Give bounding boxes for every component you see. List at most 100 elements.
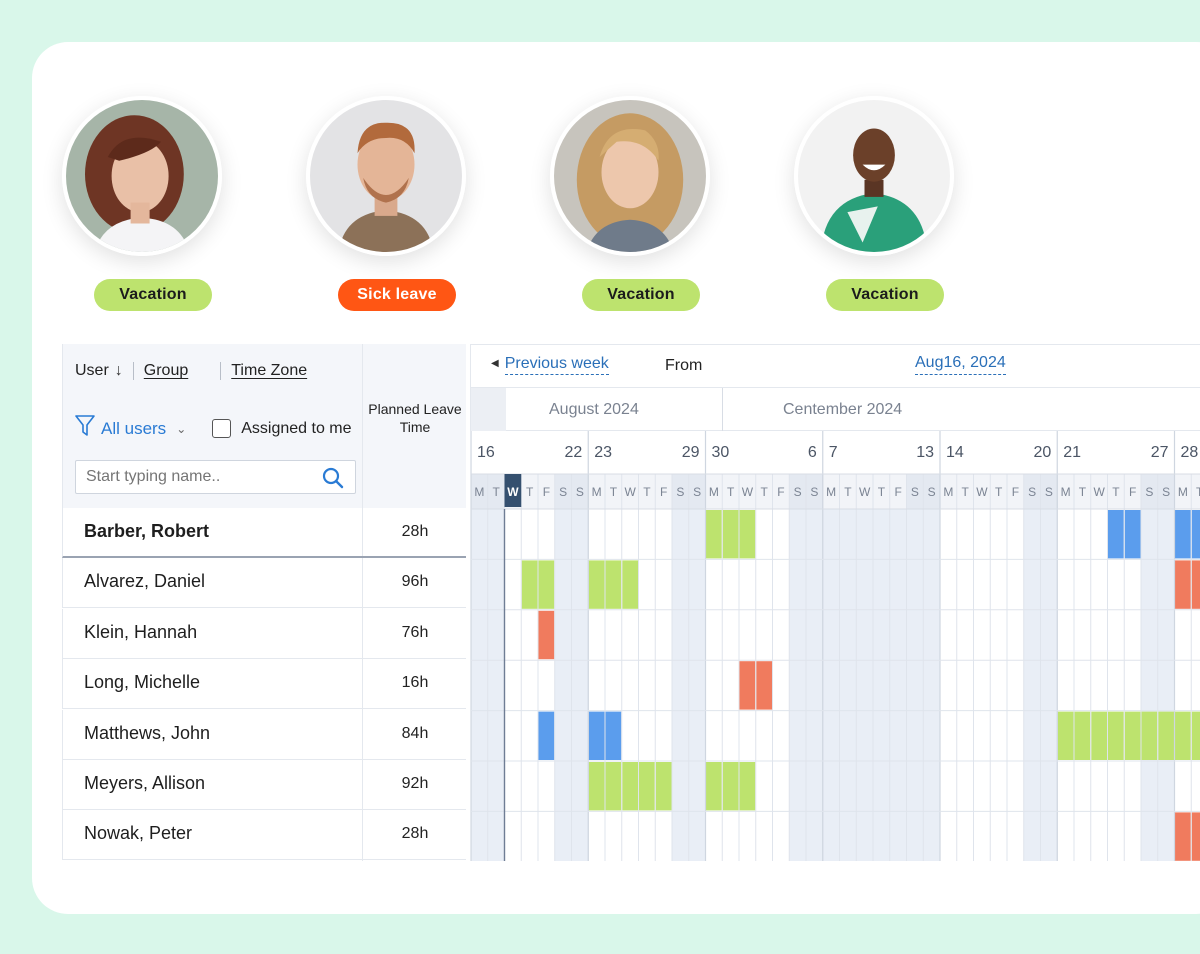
- leave-block-remote[interactable]: [538, 711, 555, 760]
- leave-block-vacation[interactable]: [538, 560, 555, 609]
- search-icon[interactable]: [321, 466, 345, 495]
- weekend-column: [1157, 509, 1175, 861]
- sort-down-icon[interactable]: ↓: [114, 362, 123, 379]
- leave-block-vacation[interactable]: [521, 560, 538, 609]
- leave-block-vacation[interactable]: [739, 510, 756, 559]
- person-card[interactable]: Vacation: [794, 96, 974, 316]
- leave-block-vacation[interactable]: [1108, 711, 1124, 760]
- leave-block-remote[interactable]: [1108, 510, 1124, 559]
- weekend-column: [571, 509, 589, 861]
- weekday-letter: S: [676, 485, 684, 499]
- leave-block-remote[interactable]: [1175, 510, 1191, 559]
- leave-block-remote[interactable]: [605, 711, 622, 760]
- leave-block-sick[interactable]: [1191, 560, 1200, 609]
- person-card[interactable]: Sick leave: [306, 96, 486, 316]
- leave-block-sick[interactable]: [1175, 560, 1191, 609]
- assigned-to-me-checkbox[interactable]: [212, 419, 232, 438]
- leave-block-vacation[interactable]: [605, 762, 622, 811]
- leave-block-vacation[interactable]: [1074, 711, 1091, 760]
- month-label: Centember 2024: [783, 401, 903, 418]
- weekday-letter: F: [894, 485, 901, 499]
- leave-block-vacation[interactable]: [706, 510, 722, 559]
- table-row[interactable]: Meyers, Allison 92h: [62, 760, 466, 810]
- leave-block-sick[interactable]: [1191, 812, 1200, 861]
- leave-block-vacation[interactable]: [722, 510, 739, 559]
- employee-name: Klein, Hannah: [84, 621, 198, 642]
- leave-block-vacation[interactable]: [622, 762, 638, 811]
- person-card[interactable]: Vacation: [62, 96, 242, 316]
- weekday-letter: M: [1061, 485, 1071, 499]
- leave-block-sick[interactable]: [538, 610, 555, 660]
- leave-block-vacation[interactable]: [588, 560, 605, 609]
- table-row[interactable]: Matthews, John 84h: [62, 709, 466, 760]
- avatar[interactable]: [62, 96, 222, 256]
- week-start-date: 30: [712, 444, 730, 461]
- leave-block-sick[interactable]: [756, 661, 772, 710]
- avatar[interactable]: [794, 96, 954, 256]
- leave-block-vacation[interactable]: [1057, 711, 1074, 760]
- leave-block-vacation[interactable]: [655, 762, 672, 811]
- status-badge: Vacation: [582, 279, 700, 311]
- table-row[interactable]: Nowak, Peter 28h: [62, 810, 466, 861]
- leave-block-vacation[interactable]: [1141, 711, 1158, 760]
- name-search-box[interactable]: [75, 460, 356, 494]
- shaded-week-column: [856, 509, 873, 861]
- leave-block-vacation[interactable]: [722, 762, 739, 811]
- person-card[interactable]: Vacation: [550, 96, 730, 316]
- previous-week-label[interactable]: Previous week: [504, 355, 609, 375]
- weekday-letter: T: [727, 485, 735, 499]
- search-input[interactable]: [76, 461, 306, 493]
- weekday-letter: T: [995, 485, 1003, 499]
- group-link[interactable]: Group: [143, 362, 189, 379]
- weekend-header-cell: [487, 474, 505, 509]
- from-date-picker[interactable]: Aug16, 2024: [915, 354, 1006, 375]
- leave-block-vacation[interactable]: [1191, 711, 1200, 760]
- weekday-letter: F: [1012, 485, 1019, 499]
- leave-block-sick[interactable]: [1175, 812, 1191, 861]
- table-row[interactable]: Barber, Robert 28h: [62, 508, 466, 558]
- leave-block-vacation[interactable]: [588, 762, 605, 811]
- leave-block-remote[interactable]: [1191, 510, 1200, 559]
- week-start-date: 16: [477, 444, 495, 461]
- leave-block-remote[interactable]: [1124, 510, 1141, 559]
- leave-calendar: ◀ Previous week From Aug16, 2024 August 2…: [470, 344, 1200, 861]
- previous-week-link[interactable]: ◀ Previous week: [491, 355, 609, 375]
- filter-icon[interactable]: [75, 414, 95, 443]
- weekday-letter: M: [826, 485, 836, 499]
- avatar[interactable]: [550, 96, 710, 256]
- weekday-letter: W: [507, 485, 519, 499]
- assigned-to-me-label[interactable]: Assigned to me: [241, 419, 352, 437]
- leave-block-vacation[interactable]: [1124, 711, 1141, 760]
- week-end-date: 27: [1151, 444, 1169, 461]
- weekday-letter: M: [592, 485, 602, 499]
- leave-block-vacation[interactable]: [1091, 711, 1107, 760]
- leave-block-sick[interactable]: [739, 661, 756, 710]
- time-zone-link[interactable]: Time Zone: [231, 362, 308, 379]
- avatar-photo-2: [310, 100, 462, 252]
- divider: [132, 362, 134, 380]
- table-row[interactable]: Long, Michelle 16h: [62, 659, 466, 710]
- week-start-date: 21: [1063, 444, 1081, 461]
- leave-block-vacation[interactable]: [605, 560, 622, 609]
- leave-block-vacation[interactable]: [622, 560, 638, 609]
- shaded-week-column: [822, 509, 840, 861]
- weekday-letter: T: [643, 485, 651, 499]
- leave-block-vacation[interactable]: [1158, 711, 1174, 760]
- table-row[interactable]: Alvarez, Daniel 96h: [62, 558, 466, 609]
- leave-block-vacation[interactable]: [639, 762, 655, 811]
- shaded-week-column: [923, 509, 940, 861]
- weekday-letter: T: [492, 485, 500, 499]
- leave-block-vacation[interactable]: [1175, 711, 1191, 760]
- weekend-header-cell: [1141, 474, 1158, 509]
- leave-block-vacation[interactable]: [739, 762, 756, 811]
- leave-block-vacation[interactable]: [706, 762, 722, 811]
- sort-user-label[interactable]: User: [75, 362, 109, 379]
- table-row[interactable]: Klein, Hannah 76h: [62, 608, 466, 659]
- weekday-letter: S: [911, 485, 919, 499]
- leave-block-remote[interactable]: [588, 711, 605, 760]
- avatar[interactable]: [306, 96, 466, 256]
- week-header-bg: [471, 431, 1200, 474]
- all-users-dropdown[interactable]: All users: [101, 418, 167, 438]
- chevron-down-icon[interactable]: ⌄: [176, 421, 187, 436]
- weekend-header-cell: [1023, 474, 1041, 509]
